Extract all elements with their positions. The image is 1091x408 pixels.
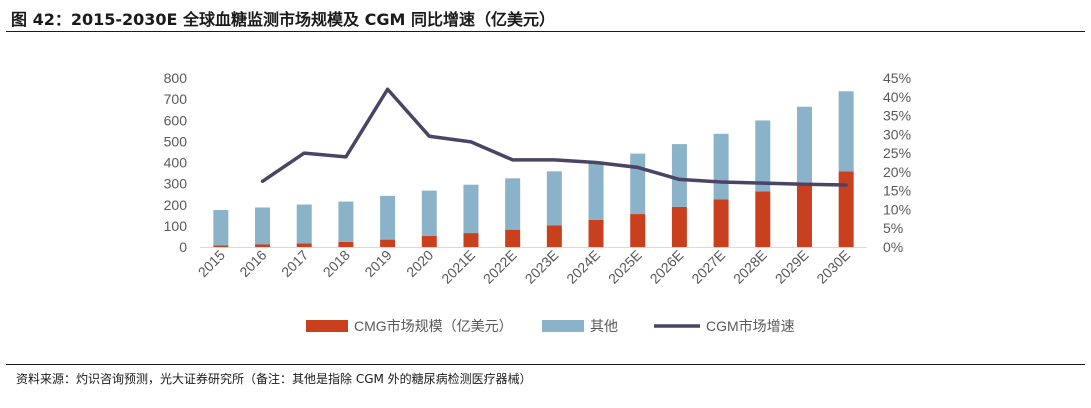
other-bar bbox=[255, 207, 271, 245]
cgm-bar bbox=[796, 182, 812, 247]
growth-point bbox=[345, 156, 347, 158]
legend-swatch-cgm bbox=[306, 320, 348, 332]
x-tick-label: 2021E bbox=[438, 247, 478, 287]
growth-point bbox=[803, 183, 805, 185]
y-left-tick-label: 300 bbox=[164, 176, 188, 192]
x-tick-label: 2030E bbox=[813, 247, 853, 287]
x-tick-label: 2022E bbox=[480, 247, 520, 287]
cgm-bar bbox=[546, 225, 562, 247]
other-bar bbox=[213, 210, 229, 246]
cgm-bar bbox=[213, 245, 229, 247]
x-tick-label: 2025E bbox=[605, 247, 645, 287]
axes-layer: 0 100 200 300 400 500 600 700 800 0% 5% 10% 15% 20% 25… bbox=[164, 70, 911, 287]
cgm-bar bbox=[630, 214, 646, 247]
x-tick-label: 2029E bbox=[772, 247, 812, 287]
other-bar bbox=[713, 133, 729, 200]
y-left-tick-label: 400 bbox=[164, 155, 188, 171]
x-tick-label: 2027E bbox=[688, 247, 728, 287]
y-right-tick-label: 15% bbox=[883, 183, 911, 199]
cgm-bar bbox=[463, 233, 479, 247]
figure-title: 图 42：2015-2030E 全球血糖监测市场规模及 CGM 同比增速（亿美元… bbox=[11, 10, 555, 29]
cgm-bar bbox=[838, 171, 854, 247]
growth-point bbox=[387, 88, 389, 90]
y-left-tick-label: 100 bbox=[164, 218, 188, 234]
cgm-bar bbox=[671, 206, 687, 247]
y-left-tick-label: 600 bbox=[164, 112, 188, 128]
cgm-bar bbox=[255, 244, 271, 247]
other-bar bbox=[546, 171, 562, 226]
bar-layer bbox=[213, 91, 854, 247]
cgm-bar bbox=[755, 191, 771, 247]
x-tick-label: 2015 bbox=[195, 247, 228, 280]
other-bar bbox=[755, 120, 771, 192]
y-right-tick-label: 5% bbox=[883, 220, 903, 236]
other-bar bbox=[671, 144, 687, 207]
growth-line-layer bbox=[260, 87, 848, 187]
cgm-bar bbox=[421, 236, 437, 247]
growth-point bbox=[428, 135, 430, 137]
y-right-tick-label: 0% bbox=[883, 239, 903, 255]
growth-point bbox=[678, 178, 680, 180]
x-tick-label: 2028E bbox=[730, 247, 770, 287]
growth-point bbox=[637, 166, 639, 168]
y-left-tick-label: 700 bbox=[164, 91, 188, 107]
other-bar bbox=[296, 204, 312, 244]
growth-point bbox=[762, 182, 764, 184]
y-left-tick-label: 500 bbox=[164, 133, 188, 149]
x-tick-label: 2020 bbox=[403, 247, 436, 280]
other-bar bbox=[838, 91, 854, 172]
y-right-tick-label: 30% bbox=[883, 126, 911, 142]
other-bar bbox=[796, 106, 812, 183]
y-right-tick-label: 45% bbox=[883, 70, 911, 86]
cgm-bar bbox=[380, 239, 396, 247]
growth-point bbox=[595, 162, 597, 163]
growth-point bbox=[845, 184, 847, 186]
other-bar bbox=[380, 195, 396, 240]
source-divider bbox=[6, 364, 1085, 365]
y-right-tick-label: 25% bbox=[883, 145, 911, 161]
other-bar bbox=[463, 184, 479, 234]
cgm-bar bbox=[713, 199, 729, 247]
other-bar bbox=[338, 201, 354, 242]
y-right-tick-label: 40% bbox=[883, 89, 911, 105]
y-left-tick-label: 800 bbox=[164, 70, 188, 86]
cgm-bar bbox=[588, 219, 604, 247]
x-tick-label: 2016 bbox=[236, 247, 269, 280]
y-right-tick-label: 10% bbox=[883, 201, 911, 217]
growth-point bbox=[470, 141, 472, 143]
x-tick-label: 2018 bbox=[320, 247, 353, 280]
legend-label-growth: CGM市场增速 bbox=[706, 318, 795, 334]
x-tick-label: 2019 bbox=[361, 247, 394, 280]
x-tick-label: 2023E bbox=[522, 247, 562, 287]
source-note: 资料来源：灼识咨询预测，光大证券研究所（备注：其他是指除 CGM 外的糖尿病检测… bbox=[16, 372, 532, 386]
legend-label-cgm: CMG市场规模（亿美元） bbox=[354, 318, 513, 334]
y-left-tick-label: 0 bbox=[179, 239, 187, 255]
title-divider bbox=[6, 31, 1085, 32]
cgm-bar bbox=[338, 241, 354, 247]
other-bar bbox=[505, 178, 521, 230]
x-tick-label: 2017 bbox=[278, 247, 311, 280]
growth-point bbox=[303, 152, 305, 154]
other-bar bbox=[588, 162, 604, 220]
legend-swatch-other bbox=[542, 320, 584, 332]
growth-point bbox=[553, 159, 555, 161]
market-size-chart: 0 100 200 300 400 500 600 700 800 0% 5% 10% 15% 20% 25… bbox=[164, 70, 911, 334]
legend-label-other: 其他 bbox=[590, 318, 618, 334]
growth-point bbox=[262, 180, 264, 182]
legend: CMG市场规模（亿美元） 其他 CGM市场增速 bbox=[306, 318, 795, 334]
growth-point bbox=[512, 159, 514, 161]
y-left-tick-label: 200 bbox=[164, 197, 188, 213]
x-tick-label: 2024E bbox=[563, 247, 603, 287]
y-right-tick-label: 20% bbox=[883, 164, 911, 180]
growth-point bbox=[720, 181, 722, 183]
x-tick-label: 2026E bbox=[647, 247, 687, 287]
other-bar bbox=[421, 190, 437, 237]
other-bar bbox=[630, 153, 646, 215]
cgm-bar bbox=[505, 229, 521, 247]
cgm-bar bbox=[296, 243, 312, 247]
y-right-tick-label: 35% bbox=[883, 108, 911, 124]
